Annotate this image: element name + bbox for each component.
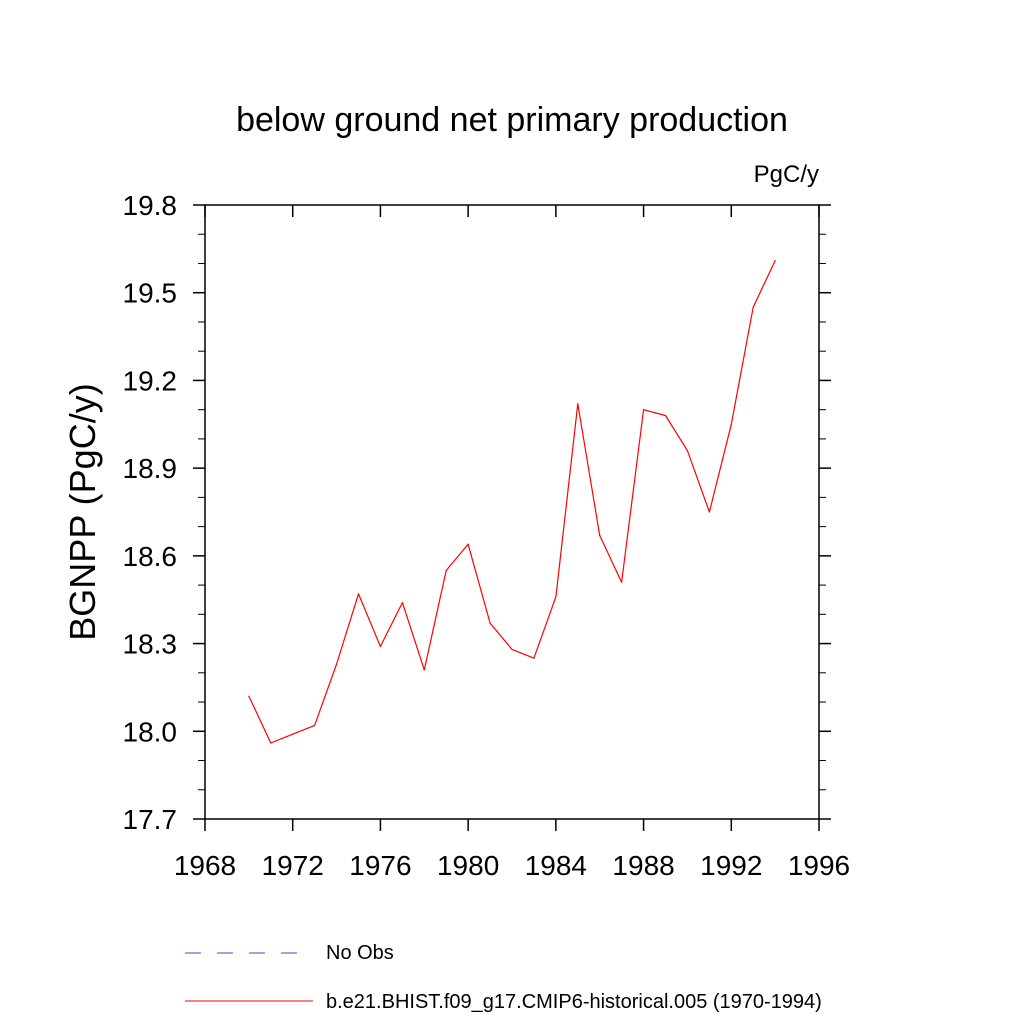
x-tick-label: 1996 — [788, 850, 850, 881]
data-point — [730, 423, 732, 425]
data-point — [664, 414, 667, 417]
x-tick-label: 1984 — [525, 850, 587, 881]
data-point — [686, 450, 689, 452]
data-point — [533, 657, 535, 659]
legend-label-no-obs: No Obs — [326, 942, 394, 964]
y-tick-label: 18.0 — [123, 716, 178, 747]
y-tick-label: 18.6 — [123, 541, 178, 572]
y-tick-label: 19.2 — [123, 365, 178, 396]
y-axis-label: BGNPP (PgC/y) — [62, 383, 103, 640]
chart-title: below ground net primary production — [236, 101, 788, 139]
plot-frame — [204, 204, 820, 820]
y-tick-label: 19.8 — [123, 190, 178, 221]
series-layer — [248, 259, 776, 744]
data-point — [248, 695, 250, 697]
data-point — [314, 724, 316, 727]
data-point — [708, 511, 710, 513]
x-tick-label: 1968 — [174, 850, 236, 881]
data-point — [511, 648, 513, 651]
y-tick-label: 18.9 — [123, 453, 178, 484]
axes: 1968 1972 1976 1980 1984 1988 1992 1996 17.7 18.0… — [123, 190, 851, 881]
data-point — [774, 259, 776, 262]
data-point — [555, 596, 557, 598]
data-point — [270, 742, 272, 744]
y-tick-label: 19.5 — [123, 278, 178, 309]
x-tick-label: 1980 — [437, 850, 499, 881]
units-label: PgC/y — [754, 161, 819, 188]
data-point — [599, 534, 601, 536]
data-point — [621, 581, 623, 583]
x-tick-label: 1976 — [349, 850, 411, 881]
data-point — [445, 569, 447, 572]
data-point — [357, 593, 360, 595]
y-tick-label: 18.3 — [123, 629, 178, 660]
legend: No Obs b.e21.BHIST.f09_g17.CMIP6-histori… — [185, 942, 822, 1013]
x-tick-label: 1988 — [612, 850, 674, 881]
data-point — [401, 602, 403, 604]
x-tick-label: 1992 — [700, 850, 762, 881]
data-point — [642, 409, 645, 411]
series-line — [248, 260, 776, 744]
data-point — [423, 669, 425, 671]
data-point — [467, 543, 469, 545]
data-point — [752, 306, 754, 308]
data-point — [335, 663, 338, 665]
data-point — [489, 622, 491, 624]
y-tick-label: 17.7 — [123, 804, 178, 835]
legend-label-model: b.e21.BHIST.f09_g17.CMIP6-historical.005… — [326, 991, 822, 1013]
data-point — [577, 403, 579, 405]
data-point — [292, 733, 294, 735]
data-point — [379, 645, 382, 648]
x-tick-label: 1972 — [262, 850, 324, 881]
